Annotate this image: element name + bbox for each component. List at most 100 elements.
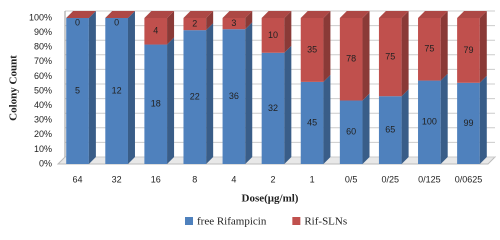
- bar-segment: [300, 18, 324, 82]
- data-label: 0: [114, 17, 119, 27]
- bar-segment: [183, 30, 207, 164]
- bar-side: [479, 11, 487, 83]
- data-label: 12: [112, 85, 122, 95]
- bar-side: [479, 75, 487, 164]
- y-tick-label: 50%: [34, 85, 52, 95]
- bar-side: [323, 11, 331, 82]
- y-tick-label: 80%: [34, 42, 52, 52]
- data-label: 45: [307, 117, 317, 127]
- bar-segment: [66, 18, 89, 164]
- bar-side: [167, 11, 175, 45]
- x-tick-label: 0/25: [382, 174, 400, 184]
- y-tick-label: 10%: [34, 144, 52, 154]
- x-tick-label: 0/0625: [455, 174, 483, 184]
- data-label: 60: [346, 127, 356, 137]
- x-tick-label: 0/125: [418, 174, 441, 184]
- bar-top: [418, 11, 448, 18]
- bar-side: [284, 11, 292, 53]
- data-label: 2: [192, 18, 197, 28]
- bar-segment: [457, 18, 480, 83]
- bar-segment: [300, 81, 324, 164]
- bar-top: [144, 11, 175, 18]
- legend-swatch: [185, 217, 193, 225]
- bar-side: [323, 74, 331, 164]
- data-label: 36: [229, 91, 239, 101]
- bar-segment: [261, 52, 285, 165]
- bar-top: [222, 11, 253, 18]
- bar-top: [105, 11, 135, 18]
- bar-segment: [144, 18, 168, 45]
- data-label: 22: [190, 91, 200, 101]
- bar-top: [300, 11, 331, 18]
- bar-segment: [418, 18, 441, 81]
- data-label: 18: [151, 99, 161, 109]
- x-tick-label: 64: [73, 174, 83, 184]
- bar-segment: [183, 18, 207, 31]
- data-label: 35: [307, 44, 317, 54]
- bar-side: [284, 45, 292, 165]
- x-tick-label: 4: [231, 174, 236, 184]
- y-tick-label: 60%: [34, 71, 52, 81]
- bar-segment: [339, 18, 363, 101]
- legend-label: free Rifampicin: [197, 216, 267, 228]
- bar-side: [440, 11, 448, 81]
- data-label: 5: [75, 85, 80, 95]
- bar-top: [457, 11, 487, 18]
- bar-top: [339, 11, 370, 18]
- bar-segment: [261, 18, 285, 53]
- data-label: 4: [153, 26, 158, 36]
- chart: Colony Count Dose(μg/ml) 0% 10% 20% 30% 40% 5…: [8, 10, 497, 228]
- data-label: 32: [268, 103, 278, 113]
- bar-segment: [222, 18, 246, 30]
- data-label: 0: [75, 17, 80, 27]
- bar-segment: [105, 18, 128, 164]
- bar-side: [206, 11, 214, 31]
- bar-side: [245, 11, 253, 30]
- bar-side: [88, 11, 96, 164]
- data-label: 65: [385, 124, 395, 134]
- y-tick-label: 40%: [34, 100, 52, 110]
- x-tick-label: 0/5: [345, 174, 358, 184]
- y-tick-label: 30%: [34, 115, 52, 125]
- bar-side: [127, 11, 135, 164]
- x-tick-label: 1: [310, 174, 315, 184]
- legend-swatch: [292, 217, 301, 225]
- data-label: 75: [385, 51, 395, 61]
- x-tick-label: 2: [270, 174, 275, 184]
- bar-top: [261, 11, 292, 18]
- bar-segment: [378, 96, 402, 164]
- data-label: 99: [463, 118, 473, 128]
- data-label: 75: [424, 44, 434, 54]
- y-axis-title: Colony Count: [8, 55, 20, 121]
- bar-side: [401, 11, 409, 97]
- bar-segment: [222, 29, 246, 164]
- bar-side: [440, 73, 448, 164]
- x-tick-label: 8: [192, 174, 197, 184]
- bar-top: [378, 11, 409, 18]
- bar-side: [167, 37, 175, 164]
- x-axis-title: Dose(μg/ml): [242, 193, 299, 205]
- x-tick-label: 16: [151, 174, 161, 184]
- bar-top: [66, 11, 96, 18]
- y-tick-label: 70%: [34, 56, 52, 66]
- bar-side: [362, 93, 370, 164]
- y-tick-label: 20%: [34, 129, 52, 139]
- data-label: 3: [231, 18, 236, 28]
- y-tick-label: 0%: [39, 158, 52, 168]
- data-label: 100: [422, 117, 437, 127]
- bar-side: [401, 89, 409, 164]
- bar-side: [245, 22, 253, 164]
- bar-segment: [339, 100, 363, 164]
- data-label: 10: [268, 30, 278, 40]
- y-tick-label: 100%: [29, 12, 52, 22]
- y-tick-label: 90%: [34, 27, 52, 37]
- x-tick-label: 32: [112, 174, 122, 184]
- bar-segment: [378, 18, 402, 97]
- legend-label: Rif-SLNs: [304, 216, 347, 228]
- bar-top: [183, 11, 214, 18]
- bar-segment: [144, 44, 168, 164]
- data-label: 79: [463, 45, 473, 55]
- data-label: 78: [346, 54, 356, 64]
- bar-segment: [457, 82, 480, 164]
- bar-side: [206, 23, 214, 164]
